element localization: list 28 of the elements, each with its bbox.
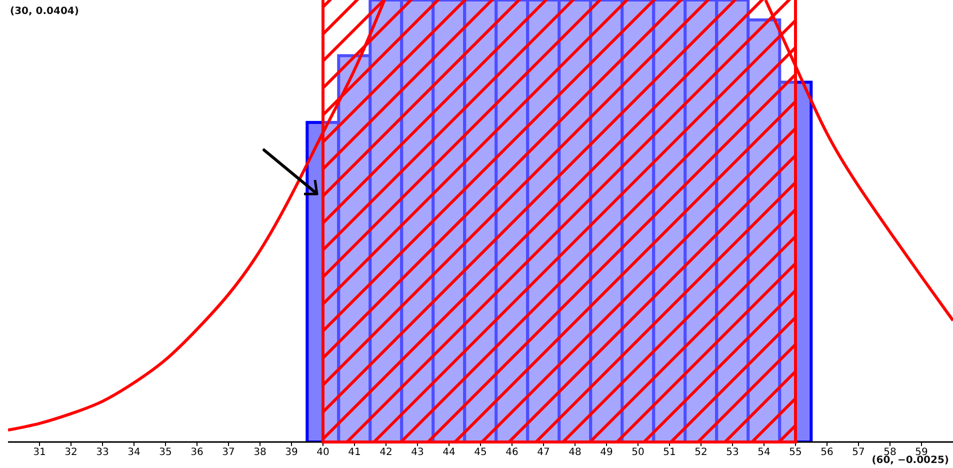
x-tick-label: 45 [474,447,487,458]
x-tick-label: 36 [190,447,204,458]
x-tick-label: 47 [537,447,550,458]
x-tick-label: 42 [380,447,392,458]
x-tick-label: 57 [852,447,865,458]
x-tick-label: 32 [64,447,78,458]
x-tick-label: 50 [632,447,644,458]
x-tick-label: 40 [316,447,330,458]
x-tick-label: 54 [758,447,770,458]
x-tick-label: 46 [506,447,518,458]
x-tick-label: 35 [159,447,172,458]
x-tick-label: 56 [820,447,834,458]
x-tick-label: 34 [128,447,140,458]
x-tick-label: 49 [600,447,613,458]
x-tick-label: 51 [663,447,676,458]
x-tick-label: 31 [33,447,46,458]
x-tick-label: 33 [96,447,109,458]
x-tick-label: 53 [726,447,739,458]
annotation: (30, 0.0404) [10,6,79,17]
x-tick-label: 48 [568,447,582,458]
x-tick-label: 43 [411,447,424,458]
x-tick-label: 44 [442,447,456,458]
x-tick-label: 38 [254,447,266,458]
x-tick-label: 37 [222,447,235,458]
x-tick-label: 41 [348,447,361,458]
x-tick-label: 52 [694,447,708,458]
x-tick-label: 39 [285,447,298,458]
x-tick-label: 55 [789,447,802,458]
